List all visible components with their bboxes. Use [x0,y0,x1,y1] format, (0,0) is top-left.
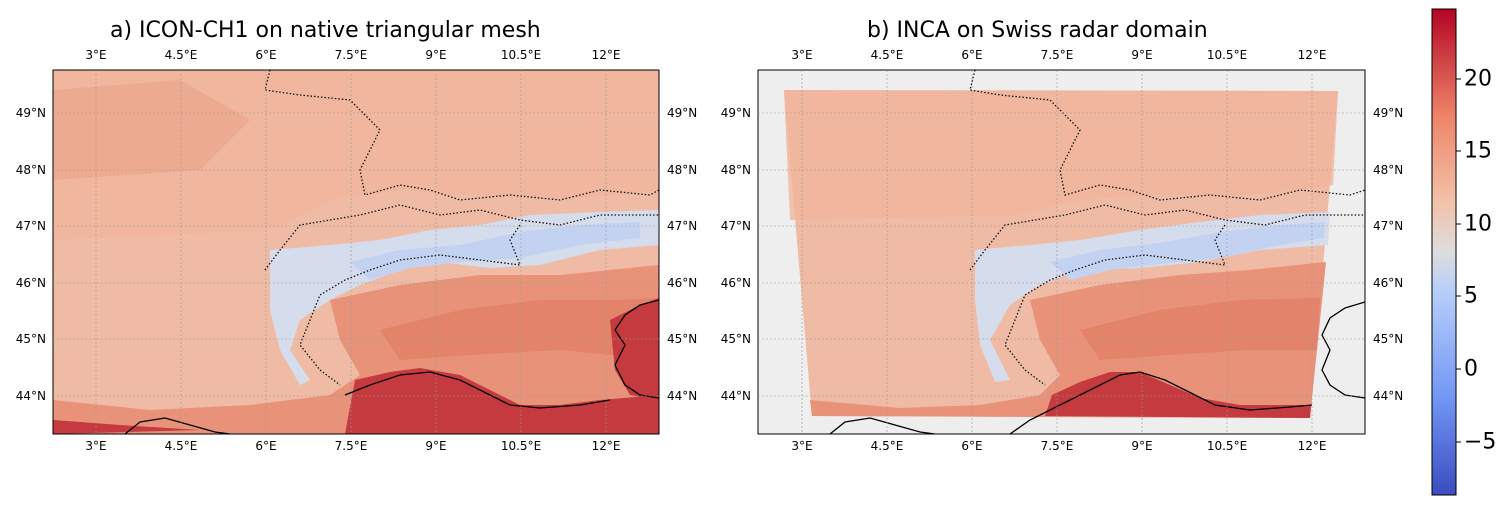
panel-a-frame [52,69,660,435]
panel-b-gridlines [758,70,1365,434]
panel-a-title: a) ICON-CH1 on native triangular mesh [110,18,541,43]
colorbar-label: 20 [1464,66,1492,92]
colorbar-ticks [1456,78,1461,443]
panel-b-map [758,70,1365,434]
colorbar [1431,8,1457,496]
panel-b-title: b) INCA on Swiss radar domain [867,18,1208,43]
panel-b-frame [757,69,1366,435]
colorbar-label: −5 [1464,429,1497,455]
panel-a-gridlines [53,70,659,434]
colorbar-label: 0 [1464,356,1478,382]
colorbar-label: 5 [1464,283,1478,309]
colorbar-label: 15 [1464,138,1492,164]
panel-a-map [53,70,659,434]
colorbar-label: 10 [1464,211,1492,237]
